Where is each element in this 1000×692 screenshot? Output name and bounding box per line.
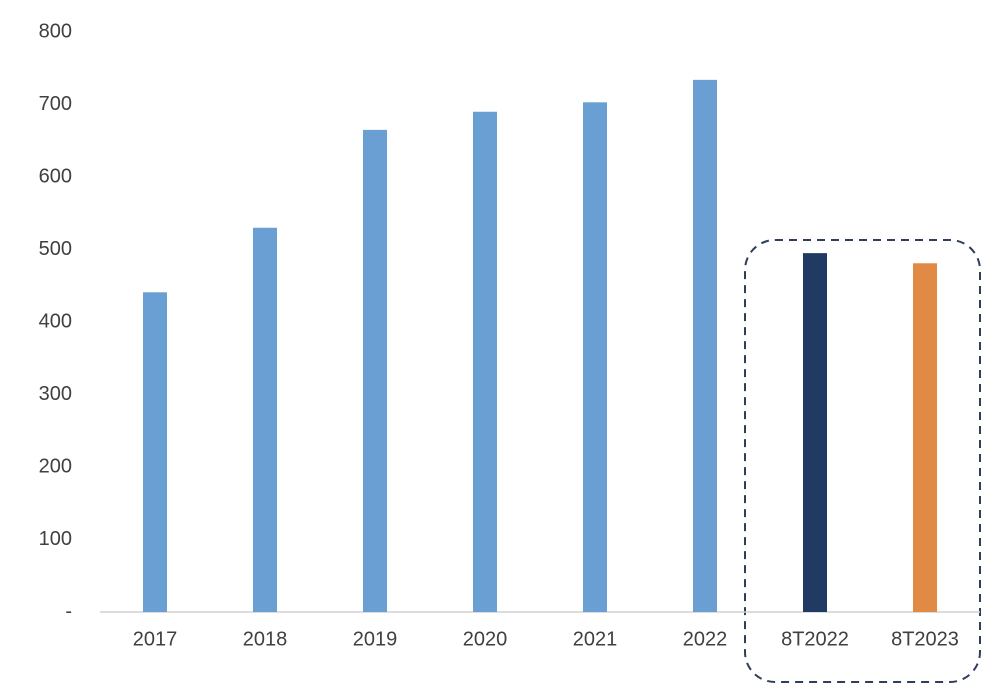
bar [693, 79, 717, 613]
bar [363, 129, 387, 612]
highlight-box [744, 239, 981, 683]
y-tick-label: - [65, 600, 72, 622]
x-tick-label: 2018 [243, 628, 288, 650]
y-tick-label: 600 [39, 165, 72, 187]
y-tick-label: 800 [39, 20, 72, 42]
bar [473, 111, 497, 612]
y-tick-label: 300 [39, 383, 72, 405]
x-tick-label: 2022 [683, 628, 728, 650]
bar [583, 102, 607, 612]
bar [913, 263, 937, 612]
x-tick-label: 2020 [463, 628, 508, 650]
bar [803, 253, 827, 612]
x-tick-label: 8T2022 [781, 628, 849, 650]
y-tick-label: 700 [39, 93, 72, 115]
bar [253, 227, 277, 612]
bar [143, 292, 167, 612]
x-tick-label: 2017 [133, 628, 178, 650]
y-tick-label: 200 [39, 455, 72, 477]
y-tick-label: 400 [39, 310, 72, 332]
y-tick-label: 100 [39, 528, 72, 550]
y-tick-label: 500 [39, 238, 72, 260]
x-tick-label: 2019 [353, 628, 398, 650]
x-tick-label: 8T2023 [891, 628, 959, 650]
x-tick-label: 2021 [573, 628, 618, 650]
